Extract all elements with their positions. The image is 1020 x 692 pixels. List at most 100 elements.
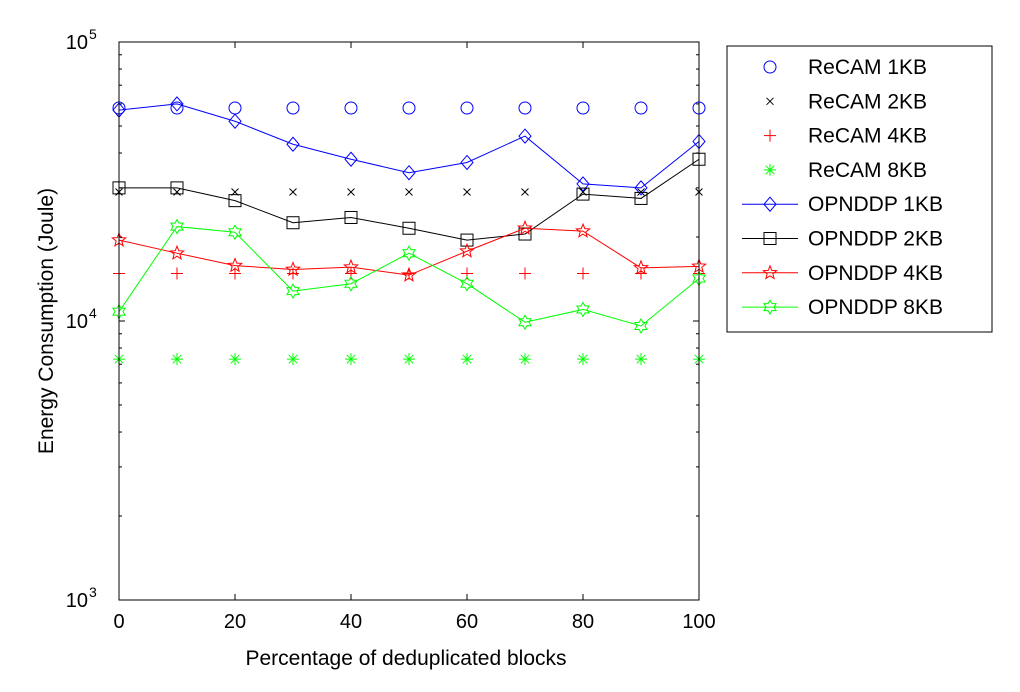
point-opnddp-4kb-90 [633, 259, 649, 275]
legend-entry-opnddp-1kb: OPNDDP 1KB [742, 193, 943, 216]
point-recam-2kb-70 [521, 188, 529, 196]
point-recam-2kb-40 [347, 188, 355, 196]
x-tick-label-100: 100 [682, 611, 715, 633]
plot-background [119, 42, 699, 600]
point-recam-2kb-50 [405, 188, 413, 196]
point-recam-8kb-90 [635, 353, 647, 366]
legend-entry-opnddp-2kb: OPNDDP 2KB [742, 228, 943, 251]
point-opnddp-1kb-10 [170, 96, 184, 112]
point-opnddp-4kb-80 [575, 222, 591, 238]
series-opnddp-2kb [112, 152, 706, 247]
x-tick-label-0: 0 [113, 611, 124, 633]
point-opnddp-4kb-30 [285, 261, 301, 277]
legend-marker-opnddp-4kb [762, 264, 778, 280]
series-opnddp-1kb [112, 96, 706, 196]
point-opnddp-8kb-90 [634, 317, 648, 334]
legend-label-opnddp-2kb: OPNDDP 2KB [808, 228, 943, 251]
point-opnddp-4kb-50 [401, 266, 417, 282]
point-recam-1kb-10 [170, 101, 184, 115]
legend-label-recam-4kb: ReCAM 4KB [808, 125, 927, 148]
point-recam-8kb-10 [171, 353, 183, 366]
point-recam-8kb-40 [345, 353, 357, 366]
series-line-opnddp-8kb [118, 226, 700, 327]
point-recam-1kb-60 [460, 101, 474, 115]
legend-marker-recam-1kb [763, 60, 777, 74]
point-recam-4kb-20 [229, 267, 241, 280]
point-opnddp-4kb-40 [343, 258, 359, 274]
legend-box [726, 45, 993, 333]
point-opnddp-2kb-40 [344, 210, 358, 224]
point-recam-8kb-30 [287, 353, 299, 366]
y-tick-label-1e5: 10 [66, 32, 88, 54]
y-tick-exponent-1e5: 5 [89, 26, 97, 42]
series-line-opnddp-2kb [119, 158, 700, 241]
legend-marker-recam-4kb [764, 129, 776, 142]
point-recam-8kb-70 [519, 353, 531, 366]
point-opnddp-4kb-20 [227, 257, 243, 273]
point-opnddp-8kb-50 [402, 245, 416, 262]
x-tick-label-20: 20 [224, 611, 246, 633]
series-opnddp-4kb [111, 219, 707, 282]
legend-entry-recam-2kb: ReCAM 2KB [766, 90, 927, 113]
y-tick-exponent-1e3: 3 [89, 584, 97, 600]
point-opnddp-8kb-70 [518, 314, 532, 331]
x-tick-label-80: 80 [572, 611, 594, 633]
point-recam-1kb-50 [402, 101, 416, 115]
point-recam-8kb-50 [403, 353, 415, 366]
plot-series [111, 96, 707, 366]
point-opnddp-1kb-90 [634, 180, 648, 196]
point-recam-8kb-20 [229, 353, 241, 366]
point-opnddp-2kb-20 [228, 194, 242, 208]
series-opnddp-8kb [112, 218, 706, 334]
legend-label-opnddp-8kb: OPNDDP 8KB [808, 296, 943, 319]
point-opnddp-2kb-90 [634, 191, 648, 205]
point-opnddp-8kb-30 [286, 283, 300, 300]
point-recam-4kb-80 [577, 267, 589, 280]
legend-label-recam-2kb: ReCAM 2KB [808, 90, 927, 113]
legend-label-opnddp-1kb: OPNDDP 1KB [808, 193, 943, 216]
x-tick-label-60: 60 [456, 611, 478, 633]
point-opnddp-1kb-80 [576, 176, 590, 192]
legend: ReCAM 1KB ReCAM 2KB ReCAM 4KB ReCAM 8KB OPND… [726, 45, 993, 333]
point-recam-1kb-80 [576, 101, 590, 115]
point-opnddp-4kb-60 [459, 242, 475, 258]
series-line-opnddp-1kb [118, 103, 700, 189]
point-opnddp-8kb-40 [344, 275, 358, 292]
point-recam-8kb-80 [577, 353, 589, 366]
point-recam-1kb-30 [286, 101, 300, 115]
legend-label-recam-8kb: ReCAM 8KB [808, 159, 927, 182]
y-axis-label: Energy Consumption (Joule) [35, 188, 58, 454]
point-recam-1kb-90 [634, 101, 648, 115]
point-recam-4kb-70 [519, 267, 531, 280]
point-opnddp-2kb-30 [286, 216, 300, 230]
series-line-opnddp-4kb [118, 227, 700, 276]
series-recam-1kb [112, 101, 706, 115]
point-recam-2kb-30 [289, 188, 297, 196]
legend-marker-opnddp-8kb [763, 299, 777, 316]
point-recam-1kb-70 [518, 101, 532, 115]
point-recam-8kb-60 [461, 353, 473, 366]
point-recam-1kb-40 [344, 101, 358, 115]
point-opnddp-8kb-60 [460, 275, 474, 292]
legend-marker-recam-2kb [766, 97, 774, 106]
point-opnddp-2kb-50 [402, 221, 416, 235]
point-opnddp-8kb-20 [228, 224, 242, 241]
legend-entry-recam-1kb: ReCAM 1KB [763, 56, 927, 79]
point-opnddp-4kb-70 [517, 219, 533, 236]
legend-entry-recam-4kb: ReCAM 4KB [764, 125, 927, 148]
point-opnddp-8kb-10 [170, 218, 184, 235]
y-tick-label-1e3: 10 [66, 590, 88, 612]
point-recam-2kb-60 [463, 188, 471, 196]
point-recam-4kb-10 [171, 267, 183, 280]
legend-label-recam-1kb: ReCAM 1KB [808, 56, 927, 79]
legend-marker-opnddp-2kb [763, 232, 777, 245]
y-tick-exponent-1e4: 4 [89, 305, 97, 321]
point-opnddp-2kb-60 [460, 233, 474, 247]
plot-frame [118, 41, 700, 601]
legend-entry-opnddp-4kb: OPNDDP 4KB [742, 262, 943, 285]
x-axis-label: Percentage of deduplicated blocks [245, 647, 566, 670]
x-tick-label-40: 40 [340, 611, 362, 633]
point-opnddp-1kb-70 [518, 128, 532, 144]
legend-entry-recam-8kb: ReCAM 8KB [764, 159, 927, 182]
